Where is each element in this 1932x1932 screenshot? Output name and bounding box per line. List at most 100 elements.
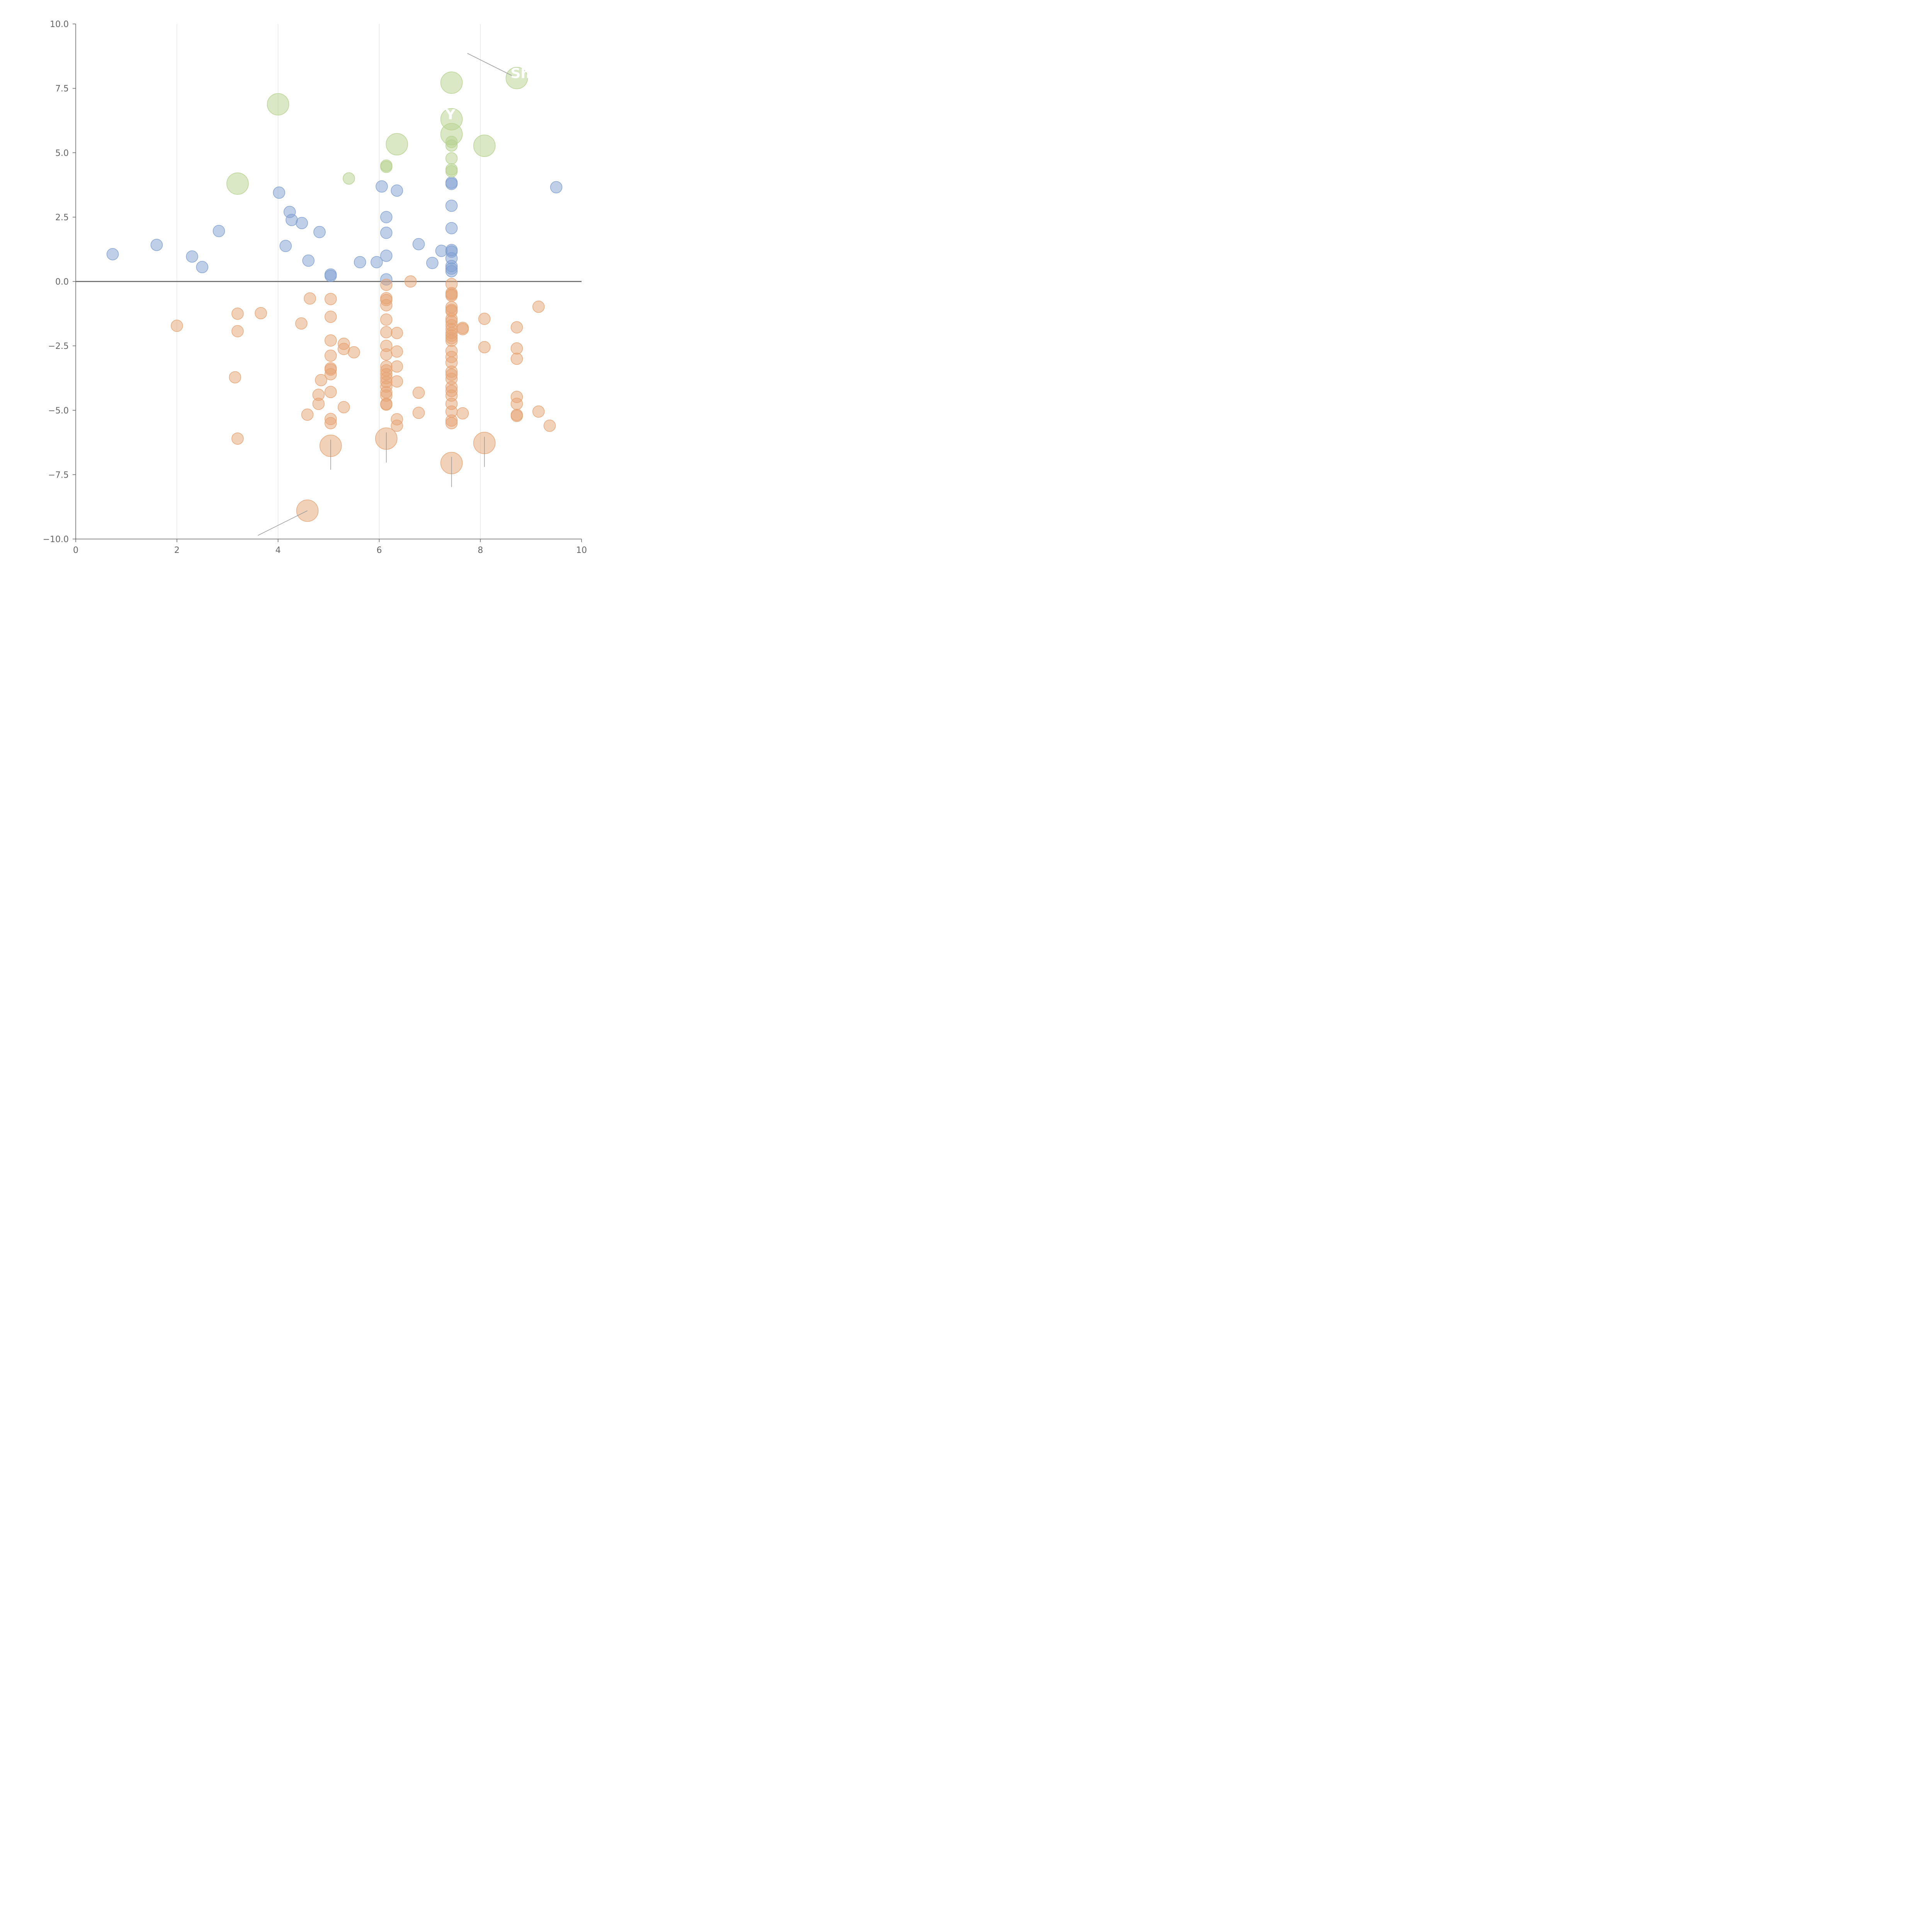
y-tick-label: 10.0 [50, 20, 69, 29]
orange-point [324, 334, 337, 347]
orange-point [231, 432, 244, 445]
blue-point [445, 199, 458, 212]
orange-point [391, 375, 403, 388]
blue-point [550, 181, 563, 194]
x-ticks: 0 2 4 6 8 10 [73, 539, 587, 555]
blue-point [445, 265, 458, 277]
orange-point [312, 398, 325, 410]
blue-point [186, 250, 198, 263]
orange-point [510, 410, 523, 422]
orange-point [380, 326, 393, 338]
orange-point [412, 406, 425, 419]
orange-point [391, 345, 403, 358]
y-tick-label: 7.5 [55, 84, 69, 94]
orange-point [171, 320, 183, 332]
orange-point [295, 317, 308, 330]
orange-point [324, 349, 337, 362]
blue-point [273, 186, 285, 199]
orange-point [301, 408, 314, 421]
orange-point [338, 343, 350, 355]
highlighted-green-point [440, 71, 463, 94]
green-point [445, 165, 458, 177]
y-tick-label: −10.0 [43, 535, 69, 544]
orange-point [510, 352, 523, 365]
orange-point [380, 398, 393, 411]
y-tick-label: 2.5 [55, 213, 69, 223]
highlighted-green-point [267, 93, 289, 116]
x-tick-label: 6 [376, 546, 382, 555]
data-points [106, 136, 563, 445]
blue-point [445, 178, 458, 190]
orange-point [532, 405, 545, 418]
green-point [343, 172, 355, 185]
y-tick-label: −2.5 [48, 342, 69, 351]
orange-point [380, 348, 393, 361]
orange-point [445, 417, 458, 429]
orange-point [315, 374, 327, 386]
highlighted-green-point [386, 133, 408, 156]
orange-point [532, 301, 545, 313]
orange-point [445, 289, 458, 302]
orange-point [324, 311, 337, 323]
leader-line [258, 510, 308, 536]
orange-point [412, 386, 425, 399]
blue-point [412, 238, 425, 250]
orange-point [324, 293, 337, 305]
point-label: Sh [510, 66, 531, 82]
orange-point [231, 325, 244, 337]
highlighted-green-point [473, 134, 496, 157]
blue-point [313, 226, 326, 238]
y-tick-label: −7.5 [48, 470, 69, 480]
orange-point [391, 360, 403, 373]
orange-point [445, 335, 458, 347]
orange-point [380, 299, 393, 311]
orange-point [231, 308, 244, 320]
blue-point [380, 250, 393, 262]
orange-point [510, 342, 523, 355]
scatter-chart: 0 2 4 6 8 10 10.0 7.5 5.0 2.5 0.0 −2.5 −5.0 −7.5 −10.… [43, 20, 587, 555]
blue-point [213, 225, 225, 237]
blue-point [376, 180, 388, 193]
blue-point [106, 248, 119, 260]
y-tick-label: 5.0 [55, 148, 69, 158]
orange-point [478, 341, 491, 354]
x-tick-label: 10 [576, 546, 587, 555]
blue-point [296, 217, 308, 229]
orange-point [456, 407, 469, 420]
orange-point [510, 321, 523, 333]
y-tick-label: −5.0 [48, 406, 69, 416]
orange-point [391, 419, 403, 432]
highlighted-green-point [226, 172, 249, 195]
highlighted-green-point [505, 67, 528, 89]
x-tick-label: 4 [276, 546, 281, 555]
blue-point [324, 270, 337, 282]
blue-point [371, 256, 383, 269]
orange-point [338, 401, 350, 413]
highlighted-points [226, 67, 528, 522]
green-point [380, 161, 393, 173]
orange-point [348, 346, 360, 359]
orange-point [404, 275, 417, 288]
blue-point [435, 245, 448, 257]
orange-point [543, 419, 556, 432]
orange-point [324, 386, 337, 398]
blue-point [354, 256, 366, 269]
orange-point [229, 371, 242, 384]
highlighted-green-point [440, 123, 463, 146]
green-point [445, 152, 458, 165]
blue-point [150, 239, 163, 251]
blue-point [426, 257, 439, 269]
orange-point [391, 327, 403, 339]
orange-point [380, 279, 393, 291]
x-tick-label: 2 [174, 546, 180, 555]
orange-point [510, 398, 523, 410]
orange-point [478, 313, 491, 325]
point-label: Y [445, 107, 456, 123]
blue-point [302, 254, 315, 267]
leader-lines [258, 53, 515, 536]
blue-point [445, 222, 458, 235]
blue-point [380, 226, 393, 239]
blue-point [196, 261, 208, 273]
orange-point [255, 307, 267, 320]
blue-point [380, 211, 393, 223]
